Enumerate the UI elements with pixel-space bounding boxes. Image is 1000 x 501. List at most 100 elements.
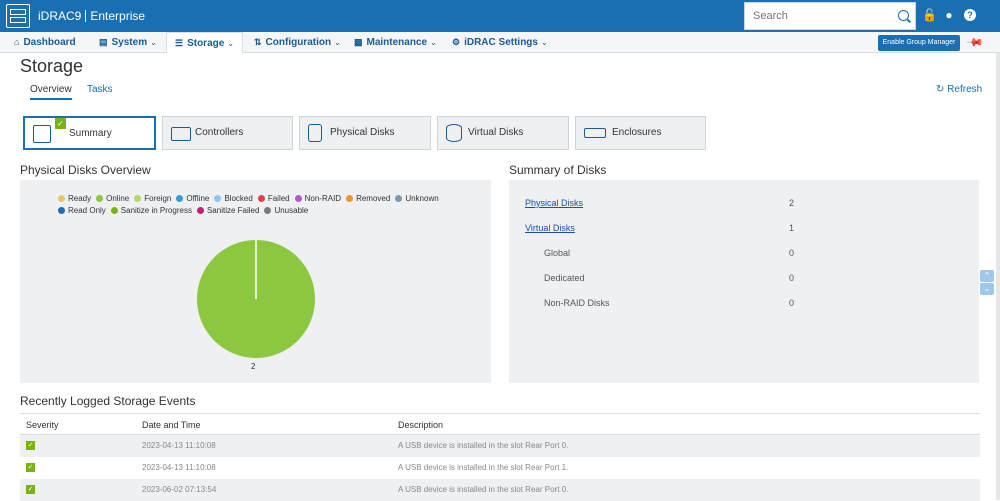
tile-virtual-disks-label: Virtual Disks: [468, 127, 524, 138]
legend-label: Non-RAID: [304, 194, 342, 203]
summary-icon: [33, 125, 51, 143]
event-datetime: 2023-06-02 07:13:54: [142, 485, 217, 494]
event-description: A USB device is installed in the slot Re…: [398, 463, 569, 472]
physical-disk-icon: [308, 124, 322, 142]
page-title: Storage: [20, 56, 84, 76]
nav-dashboard-label: Dashboard: [23, 37, 76, 48]
legend-label: Ready: [68, 194, 92, 203]
tile-virtual-disks[interactable]: Virtual Disks: [437, 116, 569, 150]
tile-controllers[interactable]: Controllers: [162, 116, 293, 150]
nav-configuration[interactable]: ⇅ Configuration ⌄: [254, 32, 341, 53]
legend-label: Failed: [267, 194, 290, 203]
nav-system[interactable]: ▤ System ⌄: [99, 32, 157, 53]
nav-idrac-settings-label: iDRAC Settings: [464, 37, 538, 48]
tile-enclosures[interactable]: Enclosures: [575, 116, 706, 150]
nav-dashboard[interactable]: ⌂ Dashboard: [14, 32, 76, 53]
help-icon[interactable]: ?: [964, 9, 976, 21]
legend-item: Removed: [346, 193, 390, 205]
summary-physical-disks-link[interactable]: Physical Disks: [525, 198, 584, 208]
page-scrollbar[interactable]: [996, 53, 1000, 500]
legend-swatch: [395, 195, 403, 202]
summary-physical-disks-value: 2: [789, 198, 795, 208]
tile-physical-disks[interactable]: Physical Disks: [299, 116, 431, 150]
brand-divider: [85, 10, 87, 22]
search-input[interactable]: [745, 3, 885, 29]
enable-group-manager-button[interactable]: Enable Group Manager: [878, 35, 960, 51]
server-icon: ▤: [99, 37, 108, 47]
legend-swatch: [214, 195, 222, 202]
legend-label: Read Only: [68, 206, 106, 215]
pie-data-label: 2: [251, 362, 256, 371]
physical-disks-overview-title: Physical Disks Overview: [20, 163, 151, 177]
product-name: iDRAC9: [38, 9, 82, 23]
nav-maintenance[interactable]: ▩ Maintenance ⌄: [354, 32, 437, 53]
summary-non-raid-value: 0: [789, 298, 795, 308]
check-icon: ✓: [26, 485, 35, 494]
physical-disks-pie-chart: [197, 240, 315, 358]
tile-enclosures-label: Enclosures: [612, 127, 662, 138]
storage-icon: ☰: [175, 38, 184, 48]
event-datetime: 2023-04-13 11:10:08: [142, 463, 216, 472]
home-icon: ⌂: [14, 37, 20, 47]
scroll-down-button[interactable]: ⌄: [980, 283, 994, 295]
event-description: A USB device is installed in the slot Re…: [398, 441, 569, 450]
search-box: [744, 2, 916, 30]
edition-name: Enterprise: [90, 9, 146, 23]
legend-item: Unusable: [264, 205, 308, 217]
events-table-header: Severity Date and Time Description: [20, 413, 980, 435]
chevron-down-icon: ⌄: [227, 39, 235, 48]
summary-of-disks-title: Summary of Disks: [509, 163, 607, 177]
tab-overview[interactable]: Overview: [30, 84, 72, 100]
search-icon[interactable]: [898, 10, 909, 21]
legend-label: Blocked: [224, 194, 253, 203]
tab-tasks[interactable]: Tasks: [87, 84, 113, 95]
legend-item: Foreign: [134, 193, 171, 205]
legend-swatch: [264, 207, 272, 214]
legend-item: Read Only: [58, 205, 106, 217]
refresh-button[interactable]: ↻ Refresh: [936, 84, 982, 95]
refresh-icon: ↻: [936, 84, 948, 95]
legend-item: Online: [96, 193, 129, 205]
storage-events-title: Recently Logged Storage Events: [20, 394, 196, 408]
gear-icon: ⚙: [452, 37, 461, 47]
summary-non-raid-label: Non-RAID Disks: [544, 298, 610, 308]
chevron-down-icon: ⌄: [334, 38, 341, 47]
refresh-label: Refresh: [947, 84, 983, 95]
tile-summary-label: Summary: [69, 128, 112, 139]
table-row: ✓ 2023-04-13 11:10:08 A USB device is in…: [20, 435, 980, 457]
legend-swatch: [346, 195, 354, 202]
summary-dedicated-label: Dedicated: [544, 273, 585, 283]
legend-label: Online: [106, 194, 130, 203]
enclosure-icon: [584, 128, 606, 138]
check-icon: ✓: [26, 441, 35, 450]
column-date-time: Date and Time: [142, 420, 201, 430]
legend-item: Offline: [176, 193, 209, 205]
summary-virtual-disks-link[interactable]: Virtual Disks: [525, 223, 575, 233]
legend-label: Foreign: [144, 194, 172, 203]
scroll-up-button[interactable]: ⌃: [980, 270, 994, 282]
column-description: Description: [398, 420, 444, 430]
legend-swatch: [96, 195, 104, 202]
summary-global-value: 0: [789, 248, 795, 258]
lock-icon[interactable]: 🔓: [922, 8, 937, 22]
controller-icon: [171, 127, 191, 141]
brand: iDRAC9 Enterprise: [38, 9, 145, 23]
user-icon[interactable]: ●: [945, 8, 953, 22]
legend-item: Unknown: [395, 193, 439, 205]
pie-legend: Ready Online Foreign Offline Blocked Failed No…: [58, 193, 468, 217]
idrac-logo-icon: [6, 4, 30, 28]
legend-label: Unknown: [405, 194, 439, 203]
chevron-down-icon: ⌄: [150, 38, 157, 47]
table-row: ✓ 2023-04-13 11:10:08 A USB device is in…: [20, 457, 980, 479]
nav-storage[interactable]: ☰ Storage ⌄: [166, 32, 244, 53]
event-description: A USB device is installed in the slot Re…: [398, 485, 569, 494]
legend-swatch: [58, 207, 65, 214]
legend-item: Sanitize in Progress: [110, 205, 192, 217]
legend-label: Removed: [356, 194, 391, 203]
nav-idrac-settings[interactable]: ⚙ iDRAC Settings ⌄: [452, 32, 548, 53]
nav-system-label: System: [111, 37, 148, 48]
main-nav: ⌂ Dashboard ▤ System ⌄ ☰ Storage ⌄ ⇅ Configura…: [0, 32, 1000, 53]
tile-summary[interactable]: ✓ Summary: [23, 116, 156, 150]
summary-virtual-disks-value: 1: [789, 223, 795, 233]
tile-controllers-label: Controllers: [195, 127, 244, 138]
